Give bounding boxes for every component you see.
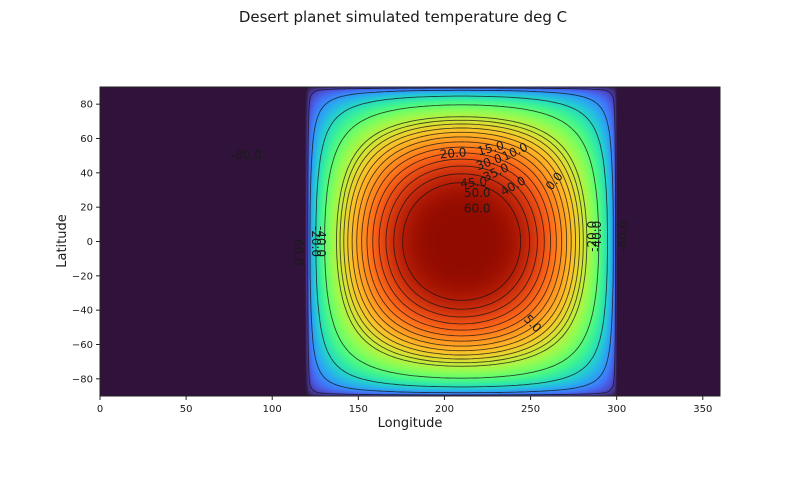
x-axis: 0 50 100 150 200 250 300 350 (97, 396, 712, 415)
contour-line (356, 136, 568, 347)
x-tick-label: 150 (349, 404, 368, 415)
contour-line (393, 173, 531, 310)
contour-line (347, 127, 576, 356)
y-tick-label: −20 (72, 271, 93, 282)
contour-line (351, 131, 572, 352)
contour-line (402, 182, 522, 301)
contour-line (339, 119, 584, 364)
contour-label: -40.0 (314, 226, 328, 257)
contour-line (366, 146, 557, 337)
x-axis-label: Longitude (378, 416, 443, 431)
y-tick-label: −40 (72, 306, 93, 317)
contour-line (315, 95, 608, 388)
contour-label: -20.0 (309, 226, 323, 257)
contour-label: 50.0 (464, 186, 491, 200)
contour-line (361, 141, 563, 342)
contour-line (307, 87, 616, 396)
contour-label: -60.0 (616, 221, 630, 252)
contour-label: -60.0 (292, 235, 306, 266)
contour-line (372, 152, 552, 331)
plot-area: -80.0-60.0 -20.0-40.020.0 15.010.00.030.03… (99, 86, 721, 397)
x-tick-label: 250 (521, 404, 540, 415)
contour-line (378, 158, 545, 325)
y-tick-label: 40 (80, 168, 93, 179)
y-axis: 80 60 40 20 0 −20 −40 −60 −80 (72, 100, 100, 385)
temperature-heatmap (100, 87, 720, 396)
y-axis-label: Latitude (55, 214, 70, 268)
contour-line (343, 123, 580, 360)
contour-label: -80.0 (231, 148, 262, 162)
contour-label: -20.0 (585, 221, 599, 252)
contour-label: -40.0 (590, 221, 604, 252)
contour-line (385, 165, 538, 318)
contour-line (324, 104, 600, 379)
x-tick-label: 350 (693, 404, 712, 415)
contour-label: 60.0 (464, 201, 491, 215)
contour-label: 15.0 (476, 138, 505, 158)
contour-label: 20.0 (439, 145, 467, 161)
y-tick-label: 80 (80, 100, 93, 111)
x-tick-label: 0 (97, 404, 103, 415)
contour-line (336, 116, 588, 367)
x-tick-label: 200 (435, 404, 454, 415)
x-tick-label: 50 (180, 404, 193, 415)
contour-labels: -80.0-60.0 -20.0-40.020.0 15.010.00.030.03… (231, 138, 630, 335)
y-tick-label: 60 (80, 134, 93, 145)
y-tick-label: −80 (72, 374, 93, 385)
chart-title: Desert planet simulated temperature deg … (239, 8, 567, 26)
x-tick-label: 100 (263, 404, 282, 415)
x-tick-label: 300 (607, 404, 626, 415)
contour-lines (307, 87, 616, 396)
y-tick-label: 20 (80, 203, 93, 214)
contour-label: 45.0 (460, 174, 488, 190)
y-tick-label: 0 (87, 237, 93, 248)
y-tick-label: −60 (72, 340, 93, 351)
contour-line (309, 89, 614, 394)
